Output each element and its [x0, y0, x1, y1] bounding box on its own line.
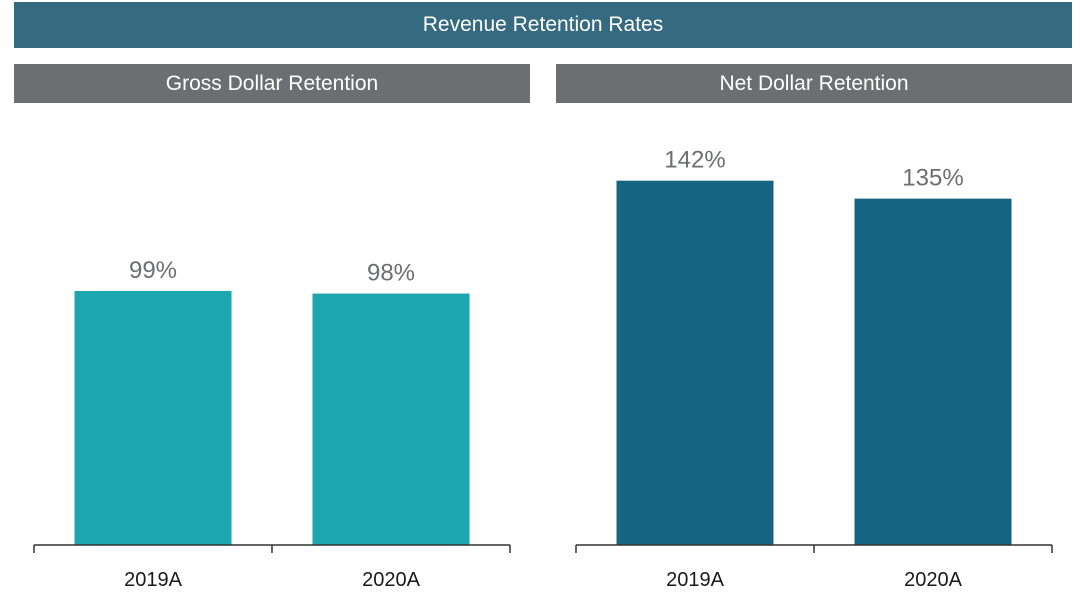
gross-value-label-2020A: 98% — [367, 260, 415, 287]
gross-bar-2019A — [74, 291, 232, 545]
net-bar-2020A — [854, 198, 1012, 546]
gross-value-label-2019A: 99% — [129, 257, 177, 284]
net-bar-2019A — [616, 180, 774, 546]
gross-category-label-2019A: 2019A — [124, 569, 182, 591]
net-category-label-2020A: 2020A — [904, 569, 962, 591]
gross-retention-header: Gross Dollar Retention — [14, 64, 530, 103]
net-retention-header: Net Dollar Retention — [556, 64, 1072, 103]
net-value-label-2019A: 142% — [664, 147, 725, 174]
net-category-label-2019A: 2019A — [666, 569, 724, 591]
gross-retention-chart: 99% 2019A 98% 2020A — [33, 257, 511, 591]
net-retention-chart: 142% 2019A 135% 2020A — [575, 147, 1053, 591]
gross-bar-2020A — [312, 293, 470, 545]
chart-banner-title: Revenue Retention Rates — [14, 2, 1072, 48]
gross-category-label-2020A: 2020A — [362, 569, 420, 591]
net-value-label-2020A: 135% — [902, 165, 963, 192]
